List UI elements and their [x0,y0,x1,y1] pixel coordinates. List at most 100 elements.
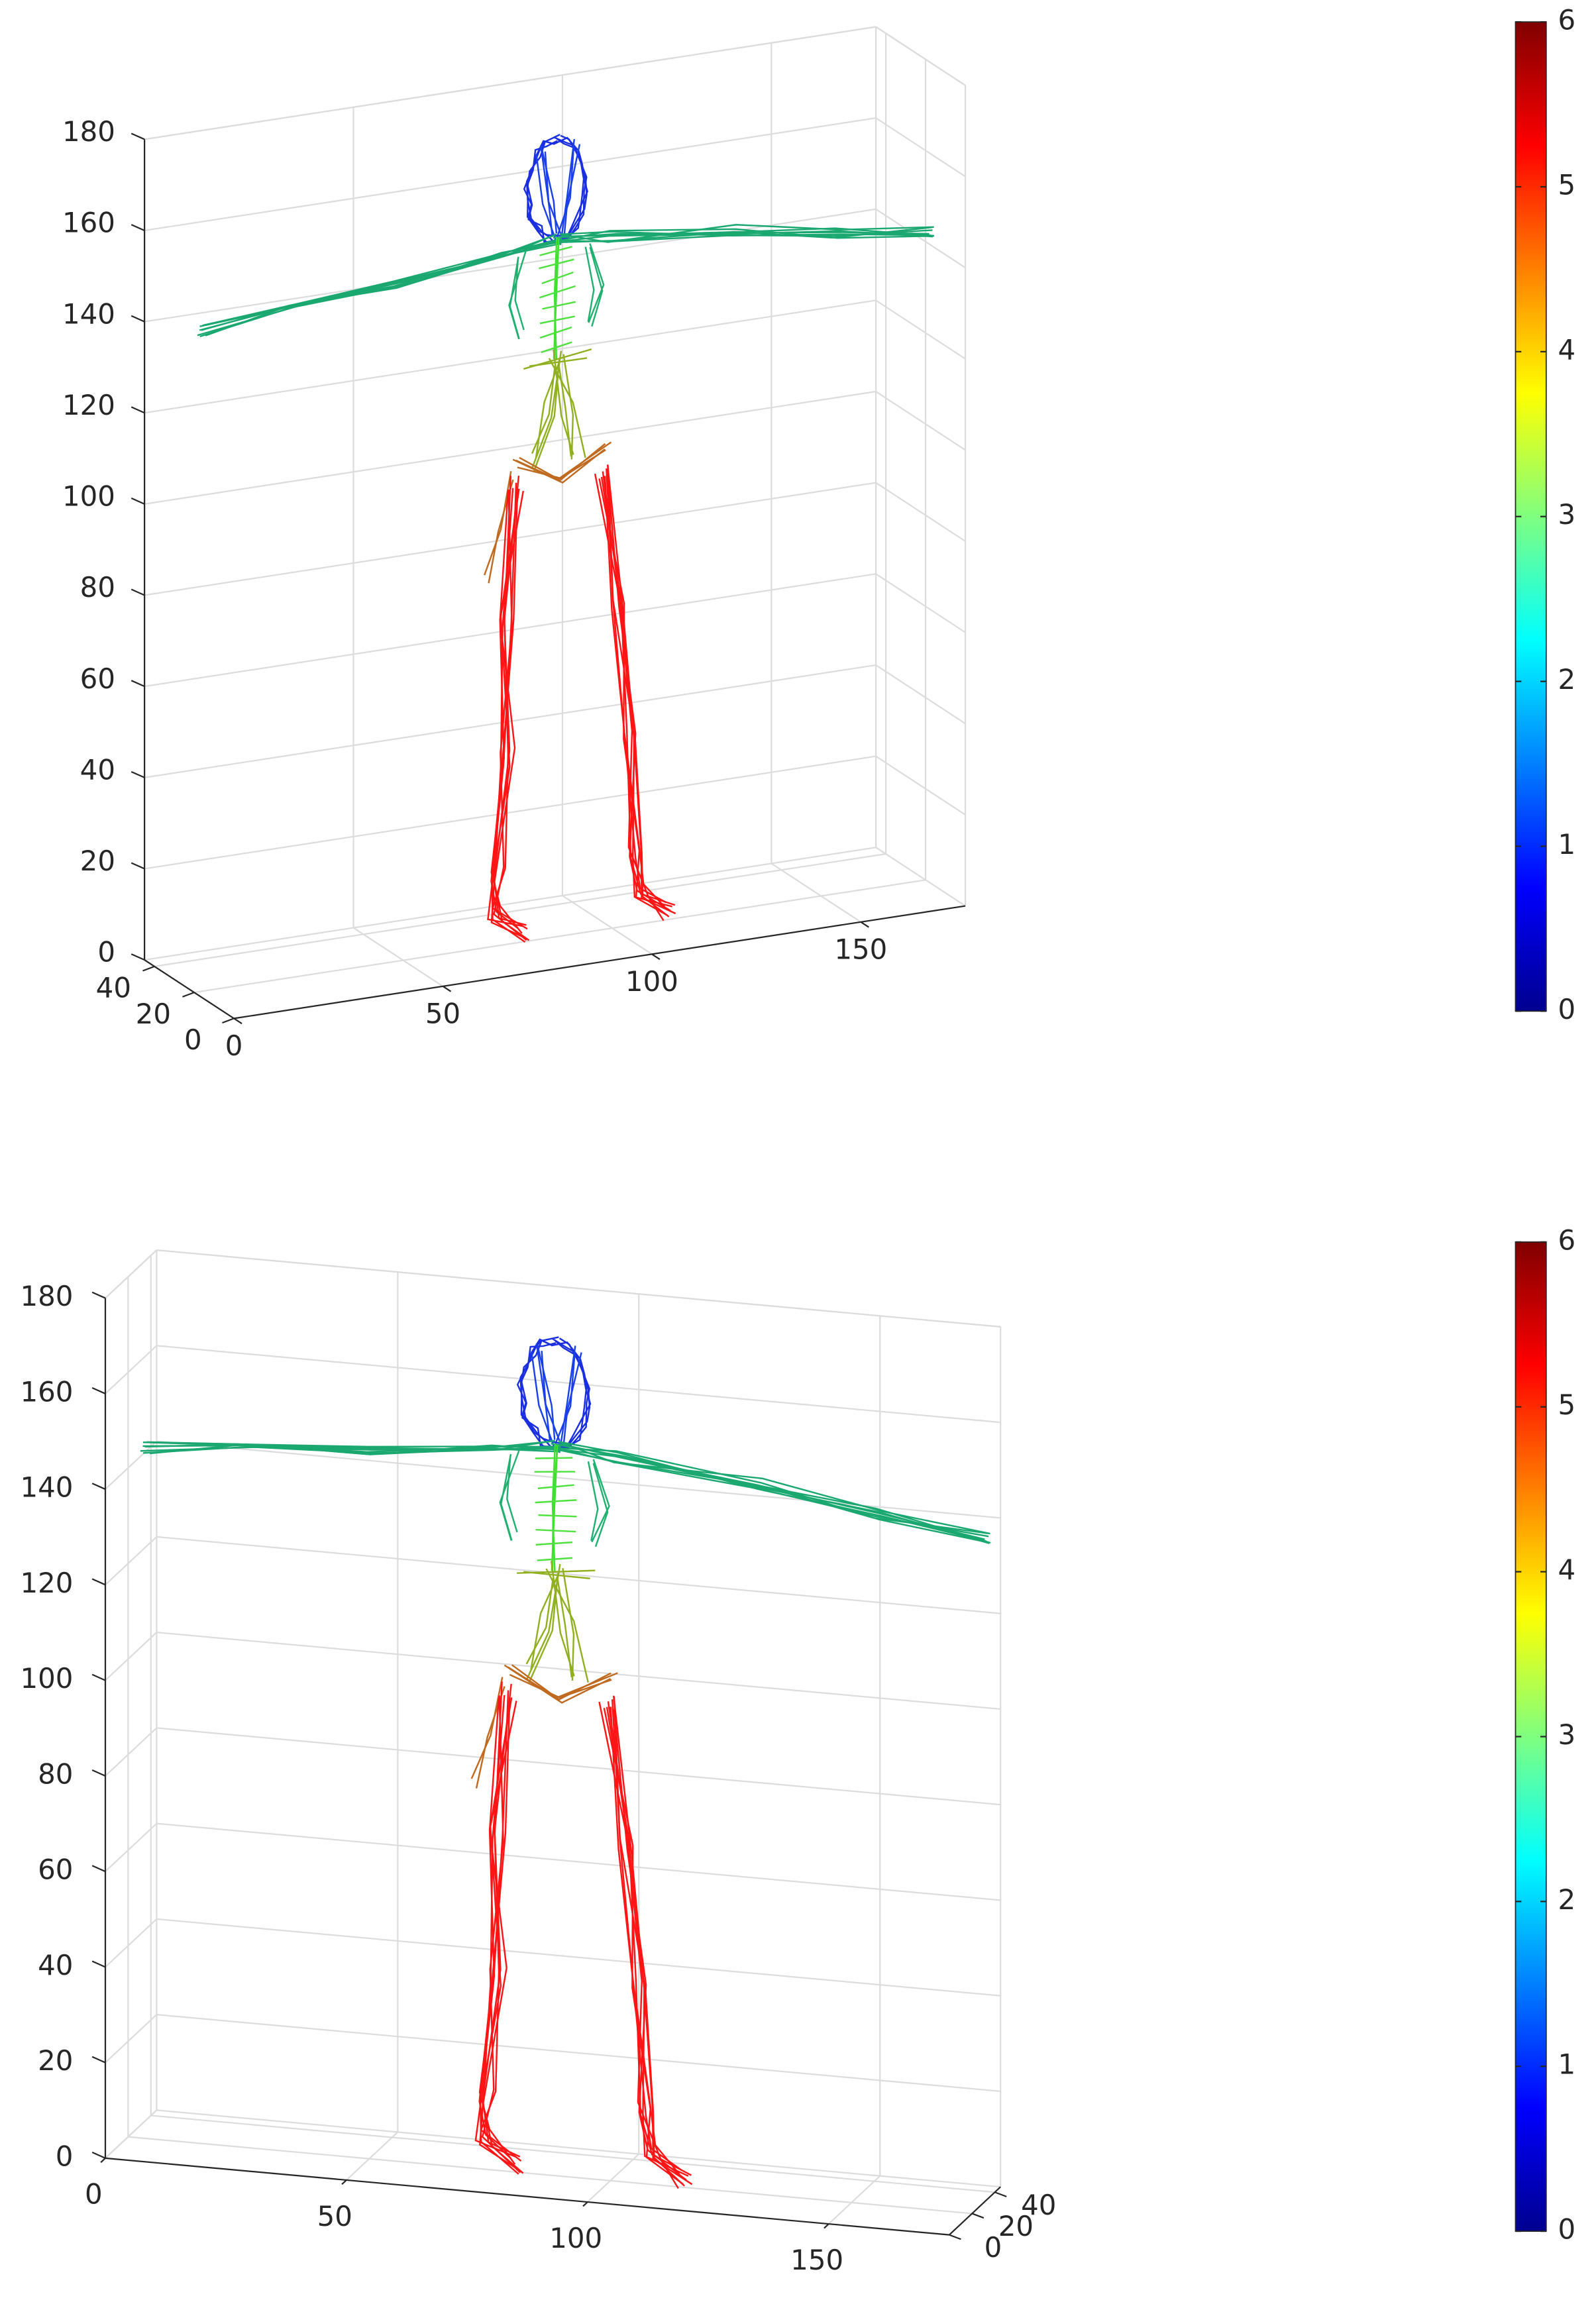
tick-mark [131,407,144,413]
vessel [611,1706,682,2170]
colorbar-tick-label: 5 [1558,168,1575,201]
tick-mark [92,1770,105,1776]
tick-mark [92,1579,105,1585]
z-tick-label: 160 [62,207,115,239]
grid-line [144,26,876,139]
colorbar-tick-label: 2 [1558,1883,1575,1916]
grid-line [105,1441,156,1489]
vessel [608,466,665,907]
grid-line [105,1632,156,1680]
grid-line [105,2015,156,2062]
z-tick-label: 120 [20,1567,73,1599]
tick-mark [131,954,144,960]
grid-line [105,1728,156,1775]
tick-mark [92,1292,105,1298]
x-tick-label: 150 [790,2244,843,2276]
z-tick-label: 100 [62,480,115,513]
z-tick-label: 20 [38,2044,73,2077]
vessel [614,1697,680,2174]
grid-line [346,2132,398,2179]
z-tick-label: 0 [56,2140,74,2172]
grid-line [156,1728,1000,1805]
vessel [539,286,575,297]
grid-line [876,757,965,815]
colorbar-tick-label: 4 [1558,1553,1575,1586]
grid-line [156,2110,1000,2187]
grid-line [105,1919,156,1967]
colorbar-tick-label: 0 [1558,2213,1575,2246]
tick-mark [342,2180,346,2184]
z-tick-label: 140 [20,1471,73,1504]
tick-mark [131,863,144,869]
tick-mark [824,2224,829,2228]
grid-line [876,574,965,632]
x-tick-label: 100 [549,2222,602,2254]
vessel [545,152,560,234]
x-tick-label: 0 [225,1029,243,1062]
body-tree [197,134,934,942]
grid-line [144,118,876,231]
tick-mark [92,1675,105,1681]
tick-mark [131,498,144,504]
axes-3d: 0501001500204002040608010012014016018001… [62,4,1575,1062]
vessel [535,1500,577,1502]
grid-line [876,847,965,906]
z-tick-label: 180 [62,115,115,148]
tick-mark [101,2158,105,2162]
grid-line [354,928,443,986]
z-tick-label: 140 [62,297,115,330]
vessel [592,1459,609,1542]
tick-mark [652,954,660,959]
vessel [535,1458,572,1459]
tick-mark [131,680,144,686]
tick-mark [583,2202,588,2206]
tick-mark [182,992,194,997]
y-tick-label: 20 [136,998,171,1030]
vessel [542,1351,560,1441]
vessel [540,317,575,324]
x-tick-label: 100 [625,965,678,998]
grid-line [154,854,886,967]
tick-mark [972,2213,984,2218]
colorbar-tick-label: 2 [1558,663,1575,696]
grid-line [562,896,652,954]
grid-line [588,2154,639,2202]
tick-mark [92,1483,105,1489]
grid-line [105,1345,156,1393]
grid-line [876,392,965,450]
tick-mark [443,986,451,992]
vessel [516,442,612,479]
z-tick-label: 0 [97,936,115,969]
tick-mark [222,1018,234,1023]
x-tick-label: 0 [85,2178,103,2211]
grid-line [105,2110,156,2158]
tick-mark [131,133,144,139]
z-tick-label: 100 [20,1662,73,1695]
grid-line [128,2137,972,2214]
tick-mark [92,1388,105,1394]
tick-mark [131,590,144,596]
grid-line [156,1824,1000,1901]
grid-line [876,300,965,358]
tick-mark [92,2057,105,2063]
z-tick-label: 180 [20,1280,73,1312]
y-axis [949,2187,1000,2234]
grid-line [156,2015,1000,2091]
tick-mark [949,2235,961,2240]
tick-mark [131,225,144,231]
z-tick-label: 40 [80,753,115,786]
grid-line [105,1824,156,1871]
grid-line [771,863,861,921]
grid-line [829,2176,880,2224]
grid-line [156,1537,1000,1614]
colorbar-tick-label: 6 [1558,1224,1575,1256]
colorbar-tick-label: 1 [1558,2048,1575,2081]
z-tick-label: 60 [80,662,115,695]
tick-mark [234,1018,242,1023]
z-tick-label: 20 [80,845,115,877]
tick-mark [92,1962,105,1967]
grid-line [156,1250,1000,1327]
